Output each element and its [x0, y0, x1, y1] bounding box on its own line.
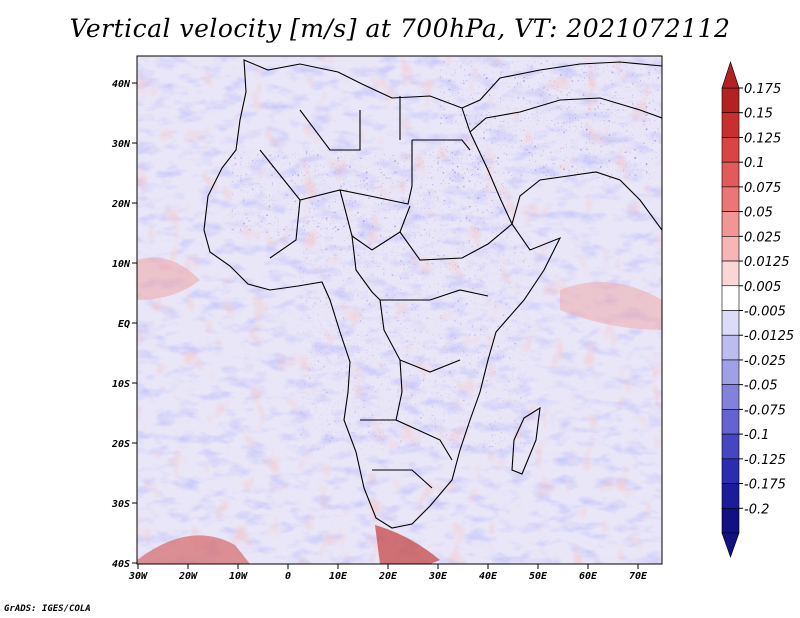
credit-text: GrADS: IGES/COLA: [4, 604, 91, 614]
lon-label: 50E: [529, 571, 548, 582]
colorbar-label: -0.2: [744, 502, 769, 517]
colorbar-swatch: [721, 384, 740, 410]
colorbar-swatch: [721, 260, 740, 287]
lat-label: 20S: [111, 439, 130, 450]
colorbar-swatch: [721, 161, 740, 188]
plot-frame: [136, 55, 663, 565]
lat-label: 20N: [111, 199, 131, 210]
colorbar-label: 0.025: [744, 230, 781, 245]
colorbar-label: -0.005: [744, 305, 786, 320]
lat-label: 10S: [112, 379, 130, 390]
lon-label: 10E: [329, 571, 348, 582]
colorbar-swatch: [721, 507, 740, 534]
lon-label: 30W: [128, 571, 148, 582]
colorbar-swatch: [721, 310, 740, 336]
lat-label: EQ: [118, 319, 130, 330]
lat-label: 40N: [112, 79, 131, 90]
colorbar-swatch: [721, 334, 740, 361]
colorbar-label: -0.175: [744, 478, 786, 493]
lon-label: 40E: [479, 571, 498, 582]
colorbar-label: 0.15: [744, 107, 773, 122]
colorbar-swatch: [721, 236, 740, 262]
colorbar-swatch: [721, 483, 740, 509]
colorbar-swatch: [721, 433, 740, 460]
colorbar-swatch: [721, 137, 740, 163]
velocity-field: [137, 56, 662, 564]
colorbar-swatch: [721, 409, 740, 435]
colorbar-label: -0.025: [744, 354, 786, 369]
colorbar-swatch: [721, 87, 740, 114]
lat-axis: 40N 30N 20N 10N EQ 10S 20S 30S 40S: [111, 79, 137, 570]
lat-label: 40S: [112, 559, 130, 570]
colorbar-label: -0.0125: [744, 329, 794, 344]
lat-label: 10N: [112, 259, 131, 270]
colorbar-swatch: [721, 359, 740, 385]
chart-title: Vertical velocity [m/s] at 700hPa, VT: 2…: [69, 14, 731, 43]
colorbar-label: 0.1: [744, 156, 765, 171]
lat-label: 30S: [111, 499, 130, 510]
colorbar-label: 0.175: [744, 82, 781, 97]
lon-label: 20W: [178, 571, 198, 582]
colorbar-swatch: [721, 112, 740, 138]
colorbar-label: -0.1: [744, 428, 769, 443]
lon-axis: 30W 20W 10W 0 10E 20E 30E 40E 50E 60E 70…: [128, 564, 648, 582]
lon-label: 70E: [629, 571, 648, 582]
lon-label: 0: [285, 571, 291, 582]
colorbar-label: -0.075: [744, 403, 786, 418]
colorbar-label: -0.05: [744, 379, 778, 394]
colorbar-max-arrow: [721, 61, 740, 89]
lat-label: 30N: [111, 139, 131, 150]
colorbar-swatch: [721, 285, 740, 311]
colorbar: 0.175 0.15 0.125 0.1 0.075 0.05 0.025 0.0125 0.0…: [721, 61, 794, 558]
lon-label: 20E: [378, 571, 398, 582]
colorbar-swatch: [721, 186, 740, 212]
colorbar-label: 0.005: [744, 280, 781, 295]
colorbar-min-arrow: [721, 532, 740, 558]
colorbar-label: -0.125: [744, 453, 786, 468]
colorbar-label: 0.075: [744, 181, 781, 196]
coastlines: [203, 59, 662, 529]
colorbar-label: 0.0125: [744, 255, 790, 270]
colorbar-swatch: [721, 211, 740, 237]
lon-label: 60E: [579, 571, 598, 582]
lon-label: 10W: [229, 571, 248, 582]
lon-label: 30E: [428, 571, 448, 582]
colorbar-label: 0.125: [744, 131, 781, 146]
colorbar-swatch: [721, 458, 740, 484]
colorbar-label: 0.05: [744, 206, 773, 221]
